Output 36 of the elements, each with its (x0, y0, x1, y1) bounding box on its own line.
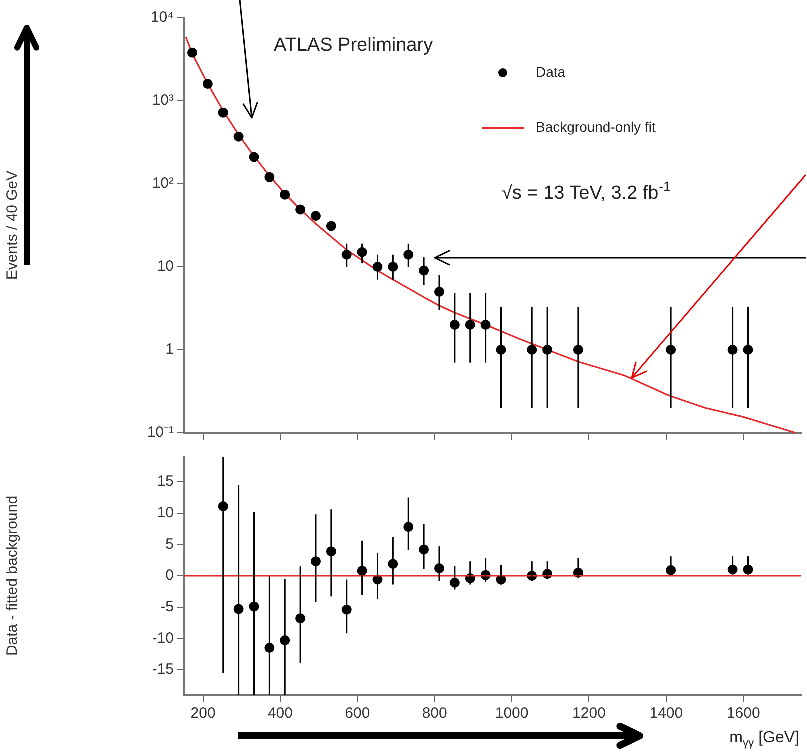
legend-label: Background-only fit (536, 118, 656, 135)
y-tick-label: 0 (166, 567, 174, 584)
y-tick-label: 10⁻¹ (147, 424, 174, 442)
point (218, 108, 228, 118)
y-tick-label: -15 (152, 661, 174, 678)
y-axis-title: Data - fitted background (4, 496, 22, 656)
y-tick-label: -5 (160, 598, 174, 616)
x-tick-label: 1200 (572, 705, 606, 722)
y-tick-label: 10² (152, 175, 174, 192)
x-tick-label: 400 (268, 705, 293, 722)
y-tick-label: 10 (157, 258, 174, 276)
y-tick-label: 15 (157, 473, 174, 490)
y-tick-label: -10 (152, 630, 174, 647)
x-tick-label: 800 (422, 705, 448, 722)
point (326, 221, 336, 232)
x-tick-label: 1600 (726, 705, 760, 722)
point (280, 190, 290, 200)
point (234, 132, 244, 142)
y-tick-label: 10 (157, 504, 174, 522)
point (264, 172, 275, 182)
x-tick-label: 1400 (650, 705, 684, 722)
y-axis-title: Events / 40 GeV (4, 170, 22, 280)
point (202, 79, 213, 90)
x-tick-label: 600 (345, 705, 370, 722)
y-tick-label: 5 (166, 536, 174, 553)
y-tick-label: 10⁴ (150, 9, 174, 26)
legend-label: Data (536, 64, 566, 80)
point (310, 211, 321, 222)
x-tick-label: 200 (190, 705, 216, 722)
annotation: ATLAS Preliminary (274, 35, 434, 56)
x-tick-label: 1000 (495, 705, 529, 722)
point (296, 204, 306, 215)
point (249, 152, 260, 162)
y-tick-label: 1 (166, 341, 174, 358)
y-tick-label: 10³ (152, 92, 174, 110)
point (187, 48, 198, 58)
